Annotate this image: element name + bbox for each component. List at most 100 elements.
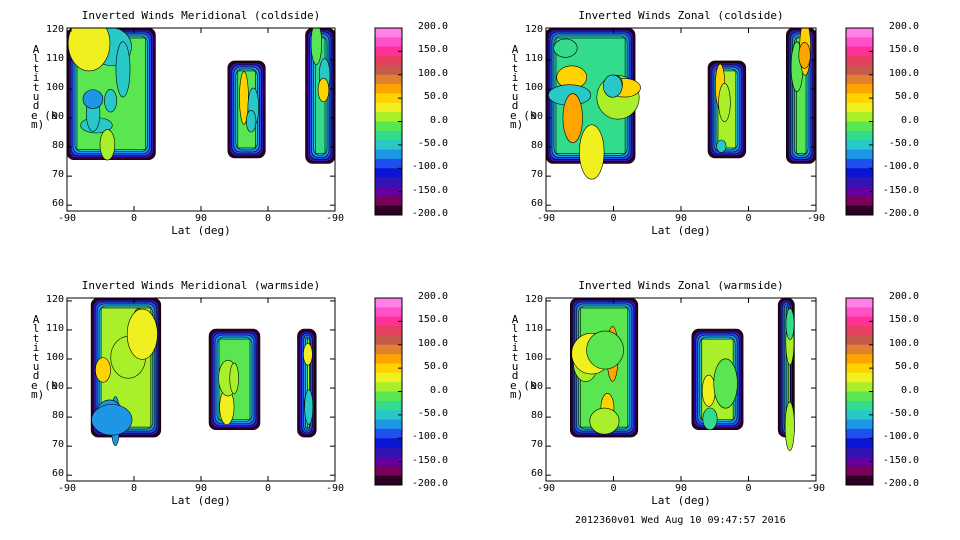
colorbar-segment	[375, 37, 402, 48]
colorbar-tick-label: 150.0	[888, 314, 919, 326]
colorbar-segment	[846, 74, 873, 85]
colorbar-segment	[375, 28, 402, 38]
colorbar-tick-label: 200.0	[417, 291, 448, 302]
colorbar-tick-label: -200.0	[411, 478, 448, 489]
colorbar-segment	[375, 168, 402, 179]
x-tick-label: -90	[536, 213, 556, 224]
colorbar-tick-label: -200.0	[411, 208, 448, 219]
plot-title: Inverted Winds Meridional (warmside)	[81, 279, 321, 292]
x-tick-label: 90	[674, 213, 688, 224]
colorbar-tick-label: 150.0	[417, 44, 448, 56]
colorbar-tick-label: -100.0	[411, 161, 448, 173]
colorbar-segment	[375, 316, 402, 327]
colorbar-tick-label: -50.0	[417, 137, 448, 149]
colorbar-segment	[846, 112, 873, 122]
colorbar-segment	[846, 140, 873, 151]
colorbar-segment	[375, 438, 402, 449]
colorbar-tick-label: 0.0	[900, 114, 919, 126]
x-axis-label: Lat (deg)	[171, 224, 231, 237]
y-tick-label: 70	[530, 439, 543, 451]
colorbar-segment	[846, 410, 873, 421]
colorbar-segment	[375, 456, 402, 467]
colorbar-segment	[846, 363, 873, 374]
colorbar-segment	[375, 391, 402, 402]
footer-timestamp: 2012360v01 Wed Aug 10 09:47:57 2016	[575, 515, 786, 526]
y-tick-label: 60	[530, 198, 543, 210]
colorbar-segment	[375, 93, 402, 104]
contour-patch	[115, 41, 131, 98]
colorbar-segment	[375, 466, 402, 477]
colorbar-segment	[846, 186, 873, 197]
contour-patch	[304, 389, 314, 425]
colorbar-segment	[846, 438, 873, 449]
colorbar-segment	[375, 410, 402, 421]
colorbar-tick-label: -150.0	[882, 454, 919, 466]
contour-region	[67, 28, 156, 161]
colorbar-tick-label: 50.0	[423, 361, 448, 373]
colorbar-segment	[846, 56, 873, 66]
x-tick-label: -90	[57, 483, 77, 494]
x-tick-label: -90	[536, 483, 556, 494]
y-tick-label: 110	[524, 322, 543, 334]
contour-patch	[229, 362, 239, 394]
colorbar-segment	[375, 56, 402, 66]
y-tick-label: 110	[45, 322, 64, 334]
panel-zonal-coldside	[545, 27, 817, 212]
contour-patch	[246, 109, 257, 133]
colorbar-segment	[846, 46, 873, 57]
colorbar-segment	[375, 186, 402, 197]
colorbar-segment	[375, 428, 402, 439]
colorbar-segment	[375, 344, 402, 355]
colorbar-segment	[375, 102, 402, 113]
colorbar-tick-label: 200.0	[888, 21, 919, 32]
y-tick-label: 80	[530, 140, 543, 152]
x-tick-label: -90	[806, 213, 826, 224]
colorbar-tick-label: 100.0	[888, 337, 919, 349]
contour-region	[691, 328, 744, 431]
colorbar-segment	[375, 177, 402, 188]
y-tick-label: 70	[530, 169, 543, 181]
colorbar-segment	[846, 326, 873, 336]
x-tick-label: 0	[264, 213, 272, 224]
y-tick-label: 80	[530, 410, 543, 422]
contour-region	[777, 298, 795, 452]
colorbar-tick-label: 200.0	[417, 21, 448, 32]
y-tick-label: 90	[530, 111, 543, 123]
colorbar-segment	[375, 447, 402, 458]
colorbar-segment	[375, 475, 402, 486]
colorbar-tick-label: -50.0	[888, 407, 919, 419]
colorbar-tick-label: -200.0	[882, 478, 919, 489]
y-tick-label: 100	[45, 82, 64, 93]
colorbar-segment	[846, 475, 873, 486]
colorbar-segment	[375, 65, 402, 76]
y-tick-label: 70	[51, 169, 64, 181]
colorbar-segment	[846, 130, 873, 141]
colorbar-segment	[846, 196, 873, 207]
contour-patch	[303, 343, 313, 366]
colorbar-segment	[846, 158, 873, 169]
colorbar-segment	[846, 177, 873, 188]
colorbar-segment	[846, 344, 873, 355]
colorbar-tick-label: 0.0	[429, 384, 448, 396]
colorbar-tick-label: 100.0	[417, 337, 448, 349]
panel-zonal-warmside	[545, 297, 817, 482]
colorbar-segment	[375, 112, 402, 122]
contour-region	[297, 328, 317, 438]
colorbar-segment	[846, 102, 873, 113]
colorbar-segment	[846, 28, 873, 38]
y-tick-label: 90	[51, 381, 64, 393]
colorbar-segment	[375, 84, 402, 94]
contour-patch	[95, 357, 111, 383]
colorbar-segment	[375, 158, 402, 169]
contour-region	[90, 298, 162, 447]
y-axis-label: Altitude (km)	[510, 43, 537, 132]
x-tick-label: -90	[325, 483, 345, 494]
contour-patch	[586, 330, 624, 370]
colorbar-segment	[846, 372, 873, 383]
colorbar-tick-label: -50.0	[888, 137, 919, 149]
colorbar-segment	[846, 391, 873, 402]
x-tick-label: 0	[745, 483, 752, 494]
y-tick-label: 100	[524, 82, 543, 93]
contour-patch	[701, 374, 716, 407]
colorbar-segment	[846, 168, 873, 179]
